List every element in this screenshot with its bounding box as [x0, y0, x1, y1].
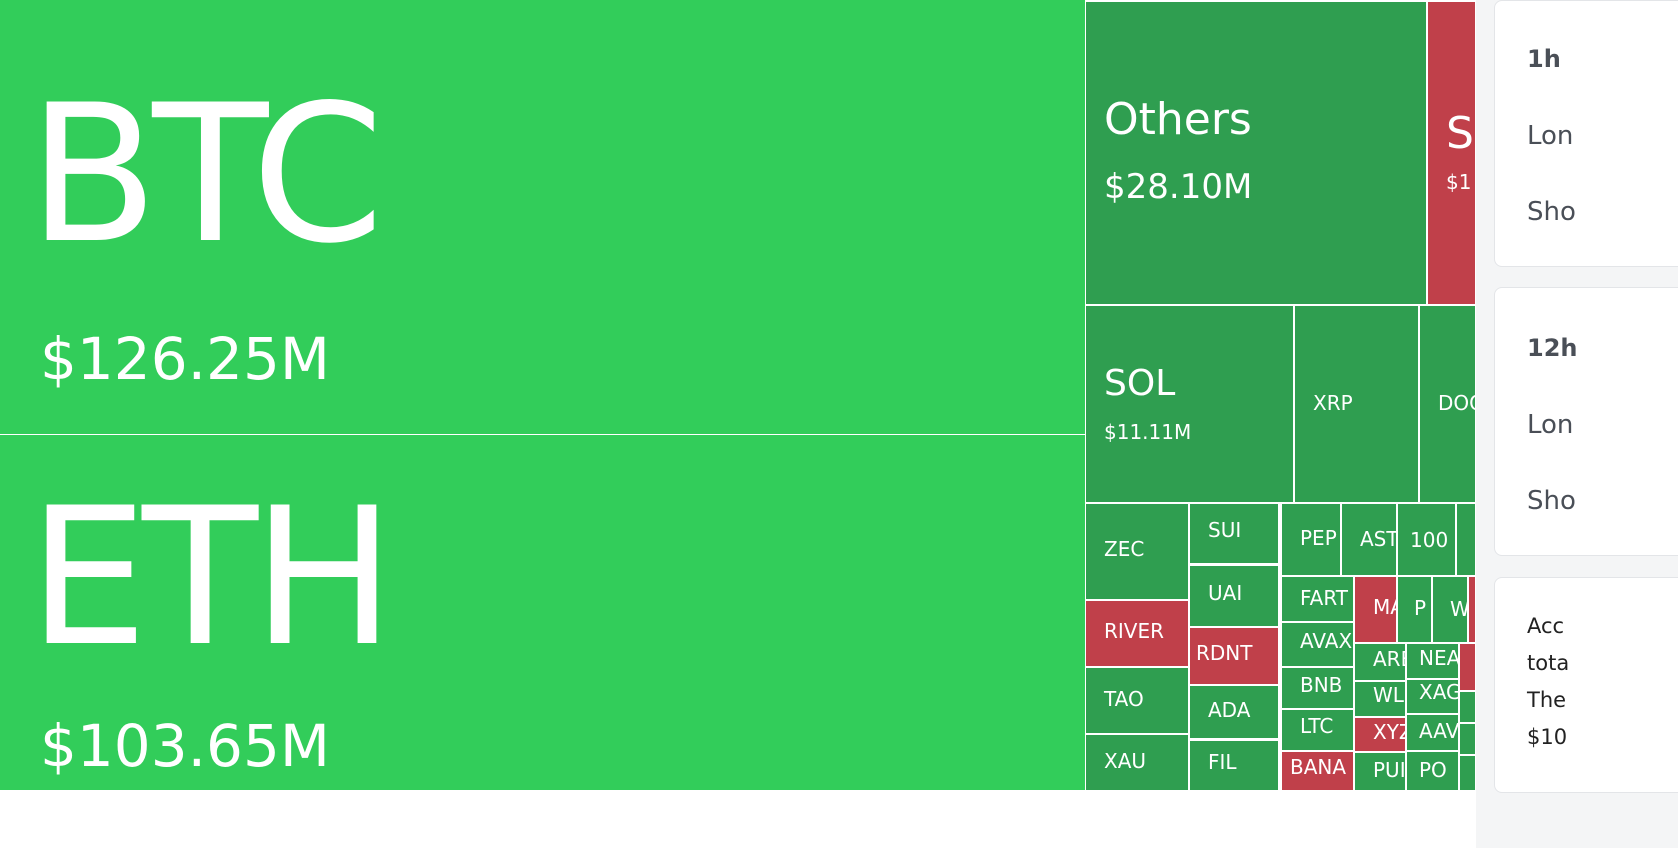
tile-label: ARB	[1373, 647, 1405, 671]
card-summary: Acc tota The $10	[1494, 577, 1678, 793]
summary-line-1: Acc	[1527, 614, 1565, 638]
tile-river[interactable]: RIVER	[1086, 601, 1188, 666]
tile-label: UAI	[1208, 581, 1243, 605]
side-panel: 1h Lon Sho 12h Lon Sho Acc tota The $10	[1476, 0, 1678, 848]
tile-zec[interactable]: ZEC	[1086, 504, 1188, 599]
tile-label: SUI	[1208, 518, 1242, 542]
tile-ltc[interactable]: LTC	[1282, 710, 1353, 750]
tile-po[interactable]: PO	[1407, 752, 1458, 790]
tile-btc[interactable]: BTC $126.25M	[0, 0, 1085, 434]
tile-arb[interactable]: ARB	[1355, 644, 1405, 680]
tile-label: SOL	[1104, 363, 1176, 404]
tile-label: Others	[1104, 94, 1252, 145]
summary-line-4: $10	[1527, 725, 1568, 749]
tile-pui[interactable]: PUI	[1355, 753, 1405, 790]
tile-p[interactable]: P	[1398, 577, 1431, 642]
tile-value: $1	[1446, 170, 1472, 194]
card-title: 12h	[1527, 334, 1578, 362]
tile-label: NEA	[1419, 646, 1458, 670]
tile-pep[interactable]: PEP	[1282, 504, 1340, 575]
tile-label: PO	[1419, 758, 1447, 782]
tile-label: LTC	[1300, 714, 1334, 738]
tile-value: $11.11M	[1104, 420, 1192, 444]
tile-unlabeled-39[interactable]	[1460, 724, 1475, 754]
tile-label: S	[1446, 108, 1474, 159]
tile-aav[interactable]: AAV	[1407, 715, 1458, 750]
tile-avax[interactable]: AVAX	[1282, 623, 1353, 666]
tile-nea[interactable]: NEA	[1407, 644, 1458, 678]
tile-label: FIL	[1208, 750, 1237, 774]
short-label: Sho	[1527, 486, 1576, 516]
tile-value: $103.65M	[40, 712, 330, 780]
tile-label: XRP	[1313, 391, 1353, 415]
tile-label: TAO	[1104, 687, 1144, 711]
tile-unlabeled-19[interactable]	[1457, 504, 1475, 575]
tile-uai[interactable]: UAI	[1190, 566, 1278, 626]
tile-label: XYZ	[1373, 720, 1405, 744]
tile-label: ADA	[1208, 698, 1251, 722]
tile-label: 100	[1410, 528, 1449, 552]
tile-label: ZEC	[1104, 537, 1145, 561]
tile-tao[interactable]: TAO	[1086, 668, 1188, 733]
tile-label: AST	[1360, 527, 1396, 551]
summary-line-3: The	[1527, 688, 1567, 712]
tile-label: MA	[1373, 595, 1396, 619]
tile-label: PEP	[1300, 526, 1337, 550]
tile-bnb[interactable]: BNB	[1282, 668, 1353, 708]
tile-fil[interactable]: FIL	[1190, 741, 1278, 790]
long-label: Lon	[1527, 121, 1574, 151]
tile-sol[interactable]: SOL $11.11M	[1086, 306, 1293, 502]
tile-w[interactable]: W	[1433, 577, 1467, 642]
tile-label: WL	[1373, 683, 1404, 707]
tile-label: RDNT	[1196, 641, 1253, 665]
tile-label: FART	[1300, 586, 1349, 610]
tile-ast[interactable]: AST	[1342, 504, 1396, 575]
tile-label: PUI	[1373, 758, 1405, 782]
tile-label: BTC	[28, 64, 384, 285]
tile-xyz[interactable]: XYZ	[1355, 718, 1405, 751]
card-12h: 12h Lon Sho	[1494, 287, 1678, 556]
long-label: Lon	[1527, 410, 1574, 440]
tile-label: W	[1450, 597, 1467, 621]
tile-rdnt[interactable]: RDNT	[1190, 628, 1278, 684]
tile-bana[interactable]: BANA	[1282, 752, 1353, 790]
tile-s[interactable]: S $1	[1428, 2, 1475, 304]
tile-unlabeled-37[interactable]	[1460, 644, 1475, 690]
tile-label: AAV	[1419, 719, 1458, 743]
tile-label: P	[1414, 596, 1427, 620]
summary-line-2: tota	[1527, 651, 1570, 675]
tile-xag[interactable]: XAG	[1407, 680, 1458, 713]
tile-label: XAU	[1104, 749, 1147, 773]
short-label: Sho	[1527, 197, 1576, 227]
tile-100[interactable]: 100	[1398, 504, 1455, 575]
tile-others[interactable]: Others $28.10M	[1086, 2, 1426, 304]
card-title: 1h	[1527, 45, 1561, 73]
tile-label: BNB	[1300, 673, 1343, 697]
tile-unlabeled-38[interactable]	[1460, 692, 1475, 722]
tile-ma[interactable]: MA	[1355, 577, 1396, 642]
tile-xau[interactable]: XAU	[1086, 735, 1188, 790]
tile-label: BANA	[1290, 755, 1347, 779]
tile-label: ETH	[28, 467, 395, 688]
tile-fart[interactable]: FART	[1282, 577, 1353, 621]
tile-sui[interactable]: SUI	[1190, 504, 1278, 563]
tile-wl[interactable]: WL	[1355, 682, 1405, 716]
card-1h: 1h Lon Sho	[1494, 0, 1678, 267]
liquidation-treemap: BTC $126.25M ETH $103.65M Others $28.10M S $1 SO…	[0, 0, 1476, 792]
tile-eth[interactable]: ETH $103.65M	[0, 435, 1085, 790]
tile-label: DOG	[1438, 391, 1475, 415]
tile-value: $28.10M	[1104, 167, 1253, 207]
tile-dog[interactable]: DOG	[1420, 306, 1475, 502]
tile-unlabeled-28[interactable]	[1469, 577, 1475, 642]
tile-xrp[interactable]: XRP	[1295, 306, 1418, 502]
tile-label: AVAX	[1300, 629, 1353, 653]
tile-label: RIVER	[1104, 619, 1165, 643]
tile-ada[interactable]: ADA	[1190, 686, 1278, 738]
tile-unlabeled-40[interactable]	[1460, 756, 1475, 790]
tile-value: $126.25M	[40, 325, 330, 393]
tile-label: XAG	[1419, 680, 1458, 704]
